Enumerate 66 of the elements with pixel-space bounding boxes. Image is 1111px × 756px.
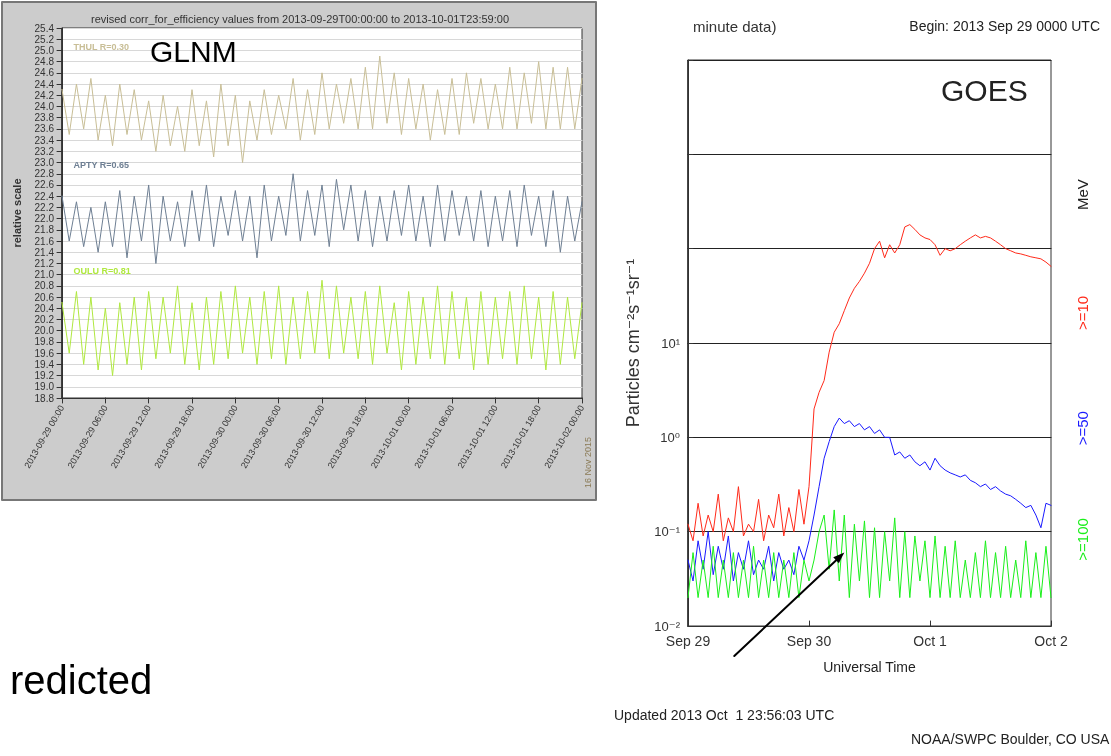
y-tick-label: 19.2 [34,370,55,382]
y-tick-label: 10⁻² [654,618,681,634]
y-tick-label: 20.6 [34,291,55,303]
y-tick-label: 22.6 [34,179,55,191]
series-label: OULU R=0.81 [73,266,131,277]
y-tick-label: 24.8 [34,56,55,68]
y-tick-label: 25.0 [34,44,55,56]
y-tick-label: 22.0 [34,213,55,225]
y-axis-title: Particles cm⁻²s⁻¹sr⁻¹ [623,258,643,428]
y-tick-label: 24.0 [34,100,55,112]
y-tick-label: 23.6 [34,123,55,135]
y-tick-label: 19.8 [34,336,55,348]
text: APTY R=0.65 [73,159,130,170]
line-series [61,279,583,377]
y-tick-label: 10¹ [661,335,681,351]
y-tick-label: 19.0 [34,381,55,393]
chart-title: minute data) [693,18,777,35]
text: redicted [10,658,153,702]
y-axis-title: relative scale [10,178,23,248]
y-tick-label: 24.6 [34,67,55,79]
y-tick-label: 10⁰ [660,429,680,445]
text: NOAA/SWPC Boulder, CO USA [911,731,1111,747]
text: >=100 [1074,518,1091,561]
chart-subtitle: Begin: 2013 Sep 29 0000 UTC [909,18,1101,34]
chart-title: revised corr_for_efficiency values from 2013-09-29T00:00:00 to 2013-10-01T23:59:00 [90,12,510,25]
text: Updated 2013 Oct 1 23:56:03 UTC [614,707,835,723]
annotation: GOES [941,73,1028,107]
y-tick-label: 20.8 [34,280,55,292]
text: 16 Nov 2015 [582,436,593,488]
text: >=50 [1074,411,1091,446]
y-tick-label: 23.8 [34,112,55,124]
text: THUL R=0.30 [73,42,130,53]
y-tick-label: 10⁻¹ [654,524,681,540]
x-tick-label: Sep 29 [665,633,711,649]
x-tick-label: Oct 2 [1034,633,1068,649]
y-tick-label: 19.4 [34,358,55,370]
line-series [687,224,1052,542]
y-tick-label: 21.6 [34,235,55,247]
y-tick-label: 23.2 [34,145,55,157]
text: >=10 [1074,295,1091,330]
y-tick-label: 21.8 [34,224,55,236]
y-tick-label: 23.4 [34,134,55,146]
y-tick-label: 21.4 [34,246,55,258]
y-tick-label: 22.4 [34,190,55,202]
y-tick-label: 19.6 [34,347,55,359]
y-tick-label: 21.2 [34,257,55,269]
line-series [61,173,583,264]
y-tick-label: 24.2 [34,89,55,101]
y-tick-label: 24.4 [34,78,55,90]
line-series [687,509,1052,599]
x-axis-title: Universal Time [823,659,916,675]
x-tick-label: Sep 30 [786,633,832,649]
y-tick-label: 22.8 [34,168,55,180]
annotation: GLNM [150,34,237,68]
x-tick-label: Oct 1 [913,633,947,649]
y-tick-label: 25.2 [34,33,55,45]
line-series [687,417,1052,582]
y-tick-label: 25.4 [34,22,55,34]
y-tick-label: 18.8 [34,392,55,404]
text: MeV [1074,179,1091,210]
y-tick-label: 20.0 [34,325,55,337]
y-tick-label: 20.4 [34,302,55,314]
y-tick-label: 21.0 [34,269,55,281]
y-tick-label: 22.2 [34,201,55,213]
y-tick-label: 20.2 [34,314,55,326]
y-tick-label: 23.0 [34,157,55,169]
